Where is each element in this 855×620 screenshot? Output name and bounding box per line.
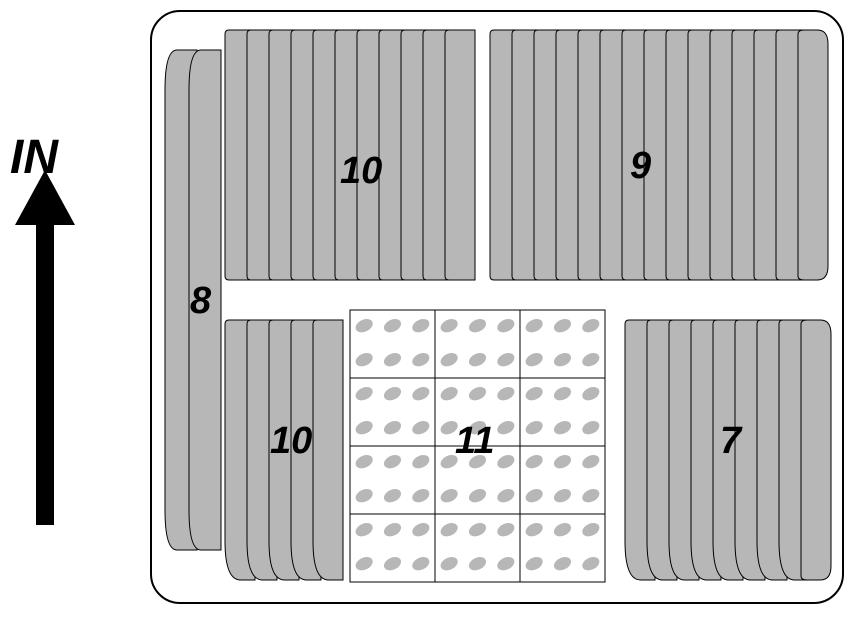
slat [801, 320, 831, 580]
slat [798, 30, 828, 280]
slat-tall [189, 50, 221, 550]
slat [445, 30, 475, 280]
diagram-shapes [0, 0, 855, 620]
slat [313, 320, 343, 580]
